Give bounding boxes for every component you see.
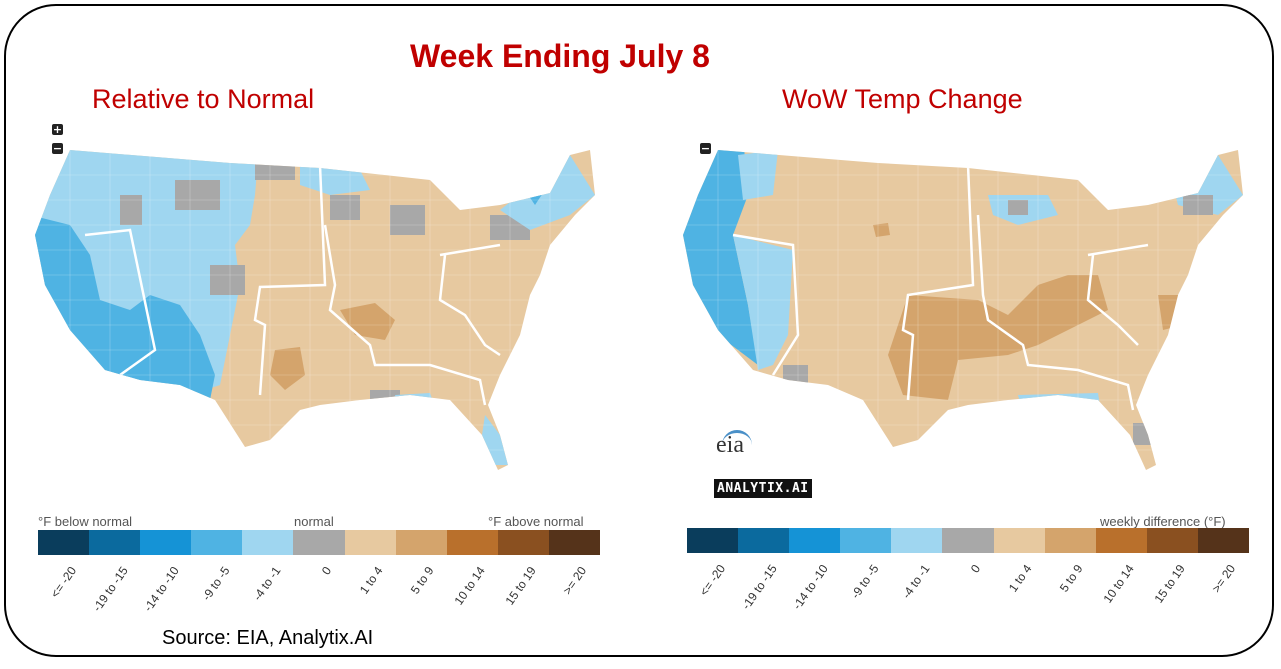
- right-legend-swatch: [1095, 528, 1147, 553]
- left-map: [35, 150, 595, 470]
- left-legend-normal-label: normal: [294, 514, 334, 529]
- left-legend-swatch: [548, 530, 601, 555]
- left-subtitle: Relative to Normal: [92, 84, 315, 114]
- left-legend-swatch: [497, 530, 549, 555]
- right-legend-swatch: [789, 528, 841, 553]
- right-legend-label: weekly difference (°F): [1100, 514, 1226, 529]
- zoom-out-button-right[interactable]: −: [700, 142, 711, 155]
- left-legend-above-label: °F above normal: [488, 514, 584, 529]
- right-legend-swatch: [993, 528, 1045, 553]
- left-legend-swatch: [89, 530, 141, 555]
- eia-logo: eia: [716, 432, 744, 458]
- right-legend-swatch: [1044, 528, 1096, 553]
- right-subtitle: WoW Temp Change: [782, 84, 1023, 114]
- right-legend-swatch: [1197, 528, 1250, 553]
- page-title: Week Ending July 8: [410, 38, 710, 74]
- rounded-frame: [4, 4, 1274, 657]
- right-legend-swatch: [687, 528, 739, 553]
- left-legend-swatch: [242, 530, 294, 555]
- left-legend-swatch: [38, 530, 90, 555]
- left-legend-bar: [38, 530, 601, 555]
- right-map: [683, 150, 1243, 470]
- right-legend-bar: [687, 528, 1250, 553]
- zoom-out-button[interactable]: −: [52, 142, 63, 155]
- left-legend-swatch: [446, 530, 498, 555]
- right-legend-swatch: [891, 528, 943, 553]
- left-legend-swatch: [140, 530, 192, 555]
- left-legend-below-label: °F below normal: [38, 514, 133, 529]
- right-legend-swatch: [942, 528, 994, 553]
- left-legend-swatch: [344, 530, 396, 555]
- right-legend-swatch: [738, 528, 790, 553]
- source-credit: Source: EIA, Analytix.AI: [162, 627, 374, 649]
- eia-logo-arc: [722, 430, 752, 445]
- analytix-logo: ANALYTIX.AI: [714, 479, 812, 498]
- left-legend-swatch: [191, 530, 243, 555]
- zoom-in-button[interactable]: +: [52, 123, 63, 136]
- left-legend-swatch: [293, 530, 345, 555]
- right-legend-swatch: [840, 528, 892, 553]
- left-legend-swatch: [395, 530, 447, 555]
- right-legend-swatch: [1146, 528, 1198, 553]
